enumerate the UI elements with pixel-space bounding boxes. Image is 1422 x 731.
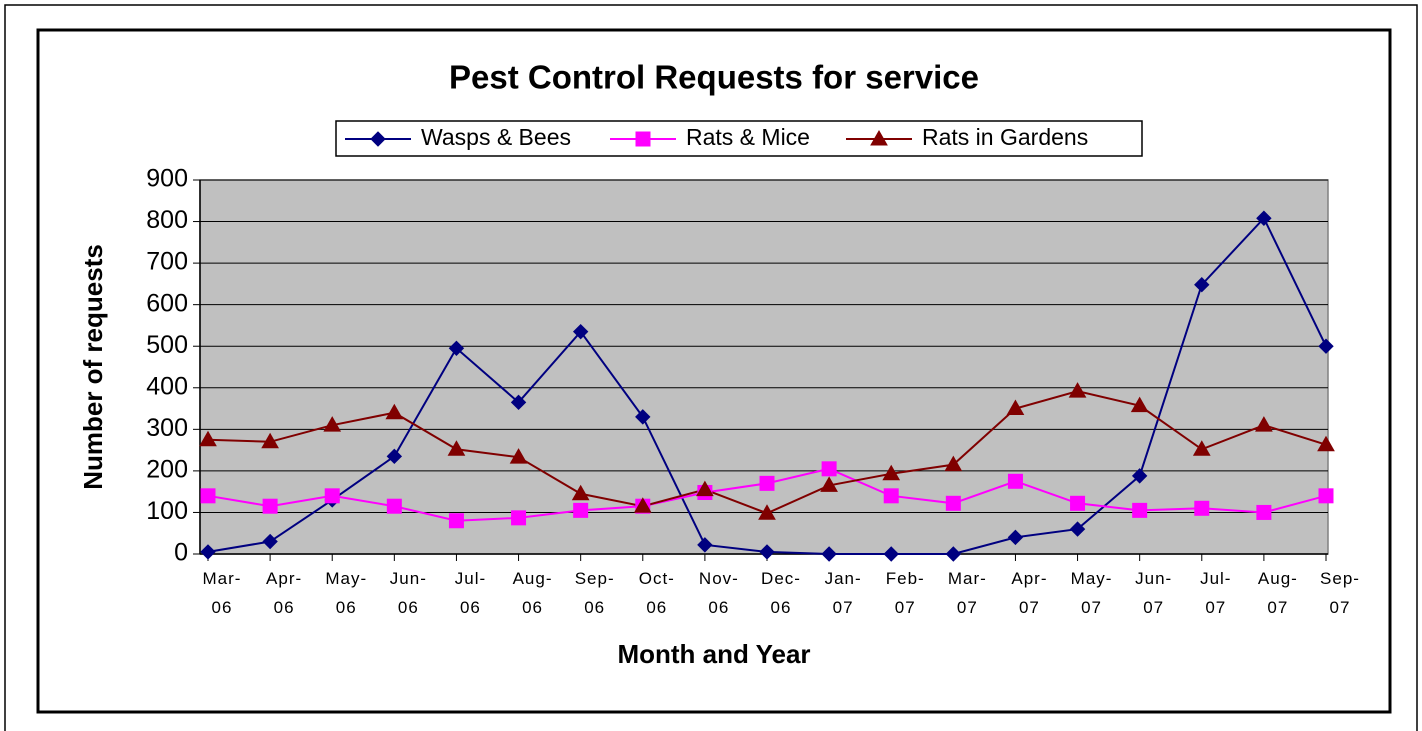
marker (324, 488, 340, 504)
marker (882, 464, 901, 481)
marker (509, 448, 528, 464)
marker (447, 440, 466, 456)
y-tick-label: 100 (146, 497, 188, 525)
marker (261, 432, 279, 449)
x-tick-label: Apr-07 (1011, 569, 1047, 617)
marker (945, 495, 961, 511)
legend-marker (370, 131, 386, 147)
marker (1255, 416, 1273, 432)
legend-marker (870, 129, 888, 146)
marker (262, 498, 278, 514)
marker (1130, 396, 1149, 413)
marker (386, 498, 402, 514)
x-tick-label: Sep-06 (575, 569, 615, 617)
marker (1006, 399, 1025, 416)
marker (820, 476, 838, 492)
marker (1131, 468, 1148, 484)
legend-label: Rats & Mice (686, 124, 810, 150)
marker (697, 537, 713, 553)
marker (200, 544, 216, 560)
marker (1318, 338, 1334, 354)
marker (199, 430, 217, 447)
x-tick-label: Aug-07 (1258, 569, 1298, 617)
marker (448, 340, 465, 357)
marker (1317, 435, 1335, 452)
marker (1256, 504, 1272, 520)
y-tick-label: 300 (146, 414, 188, 442)
marker (758, 504, 776, 520)
x-tick-label: Sep-07 (1320, 569, 1360, 617)
marker (1007, 529, 1024, 546)
x-tick-label: Apr-06 (266, 569, 302, 617)
marker (573, 502, 589, 518)
x-tick-label: Aug-06 (513, 569, 553, 617)
x-tick-label: Jan-07 (825, 569, 862, 617)
marker (633, 497, 652, 513)
marker (1070, 495, 1086, 511)
y-tick-label: 500 (146, 331, 188, 359)
x-tick-label: Feb-07 (886, 569, 925, 617)
y-tick-label: 700 (146, 248, 188, 276)
y-tick-label: 400 (146, 372, 188, 400)
marker (635, 409, 651, 425)
marker (821, 461, 837, 477)
chart-title: Pest Control Requests for service (449, 59, 979, 96)
marker (945, 546, 962, 562)
marker (385, 403, 404, 420)
marker (511, 510, 527, 526)
legend-label: Rats in Gardens (922, 124, 1088, 150)
plot-area (199, 179, 1329, 555)
y-tick-label: 600 (146, 289, 188, 317)
marker (759, 544, 775, 560)
x-tick-label: Nov-06 (699, 569, 739, 617)
marker (1256, 210, 1272, 226)
marker (200, 488, 216, 504)
legend (335, 120, 1143, 157)
y-tick-label: 800 (146, 206, 188, 234)
x-tick-label: Jun-07 (1135, 569, 1172, 617)
legend-marker (635, 131, 651, 147)
marker (572, 323, 589, 340)
marker (944, 455, 963, 472)
marker (883, 488, 899, 504)
marker (696, 480, 714, 497)
x-tick-label: May-07 (1071, 569, 1113, 617)
legend-label: Wasps & Bees (421, 124, 571, 150)
x-tick-label: Mar-07 (948, 569, 987, 617)
y-tick-label: 900 (146, 165, 188, 193)
x-tick-label: Oct-06 (639, 569, 675, 617)
marker (262, 533, 278, 550)
marker (323, 416, 342, 432)
x-tick-label: Jul-06 (455, 569, 486, 617)
marker (510, 394, 527, 411)
marker (1318, 488, 1334, 504)
marker (1194, 500, 1210, 516)
x-tick-label: Jul-07 (1200, 569, 1231, 617)
x-tick-label: Dec-06 (761, 569, 801, 617)
marker (759, 475, 775, 491)
outer-frame (4, 4, 1418, 731)
x-tick-label: May-06 (325, 569, 367, 617)
marker (571, 484, 590, 501)
x-tick-label: Jun-06 (390, 569, 427, 617)
marker (1069, 521, 1086, 537)
marker (1194, 277, 1210, 293)
y-axis-label: Number of requests (78, 244, 108, 490)
x-tick-label: Mar-06 (203, 569, 242, 617)
y-tick-label: 0 (174, 539, 188, 567)
marker (821, 546, 837, 562)
y-tick-label: 200 (146, 455, 188, 483)
marker (386, 448, 403, 465)
marker (1192, 440, 1211, 456)
marker (1068, 382, 1087, 398)
marker (448, 513, 464, 529)
marker (883, 546, 899, 562)
marker (1007, 473, 1023, 489)
marker (1132, 502, 1148, 518)
x-axis-label: Month and Year (617, 639, 810, 669)
